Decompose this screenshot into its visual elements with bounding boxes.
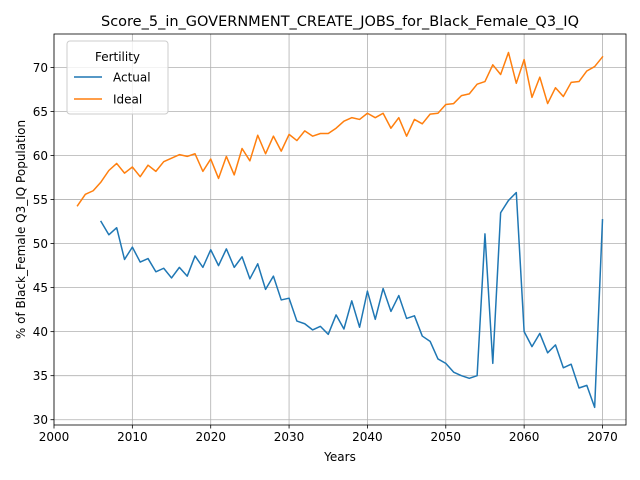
grid bbox=[53, 34, 626, 425]
x-axis: 2000 2010 2020 2030 2040 2050 2060 2070 bbox=[39, 425, 618, 444]
series-lines bbox=[76, 51, 604, 409]
y-tick-label: 55 bbox=[33, 193, 48, 207]
x-tick-label: 2010 bbox=[117, 430, 148, 444]
x-tick-label: 2060 bbox=[509, 430, 540, 444]
legend-box bbox=[66, 40, 169, 115]
x-tick-label: 2000 bbox=[39, 430, 70, 444]
plot-frame bbox=[53, 33, 627, 426]
legend-entry-ideal: Ideal bbox=[113, 92, 142, 106]
y-tick-label: 40 bbox=[33, 325, 48, 339]
x-tick-label: 2040 bbox=[352, 430, 383, 444]
x-tick-label: 2070 bbox=[587, 430, 618, 444]
y-tick-label: 65 bbox=[33, 105, 48, 119]
legend-title: Fertility bbox=[95, 50, 140, 64]
y-tick-label: 50 bbox=[33, 237, 48, 251]
x-tick-label: 2020 bbox=[195, 430, 226, 444]
y-axis-title: % of Black_Female Q3_IQ Population bbox=[14, 120, 28, 339]
y-tick-label: 30 bbox=[33, 413, 48, 427]
legend-entry-actual: Actual bbox=[113, 70, 151, 84]
y-axis: 30 35 40 45 50 55 60 65 70 bbox=[33, 61, 54, 427]
chart-title: Score_5_in_GOVERNMENT_CREATE_JOBS_for_Bl… bbox=[101, 14, 579, 30]
series-line-ideal bbox=[76, 51, 604, 207]
legend: Fertility Actual Ideal bbox=[66, 40, 169, 115]
x-tick-label: 2030 bbox=[274, 430, 305, 444]
x-axis-title: Years bbox=[323, 450, 356, 464]
y-tick-label: 35 bbox=[33, 369, 48, 383]
series-line-actual bbox=[99, 191, 604, 409]
x-tick-label: 2050 bbox=[431, 430, 462, 444]
y-tick-label: 45 bbox=[33, 281, 48, 295]
y-tick-label: 70 bbox=[33, 61, 48, 75]
y-tick-label: 60 bbox=[33, 149, 48, 163]
